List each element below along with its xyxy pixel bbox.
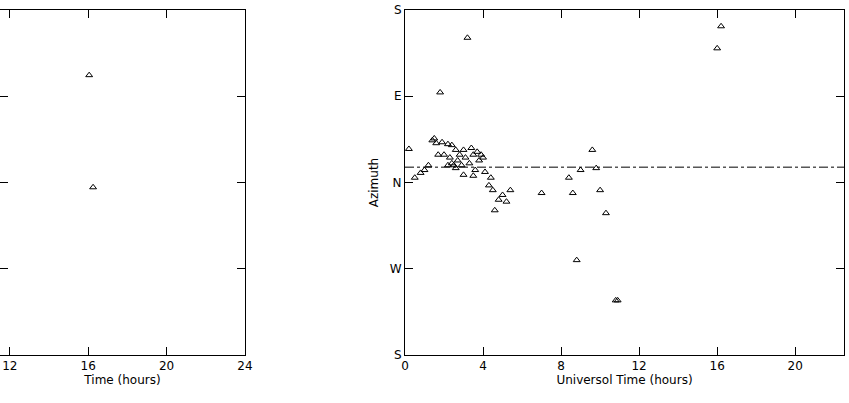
- svg-text:S: S: [394, 348, 402, 362]
- svg-text:S: S: [394, 3, 402, 17]
- svg-text:4: 4: [479, 359, 487, 373]
- svg-text:20: 20: [788, 359, 803, 373]
- svg-text:20: 20: [159, 359, 174, 373]
- svg-text:24: 24: [237, 359, 252, 373]
- svg-text:12: 12: [2, 359, 17, 373]
- svg-text:12: 12: [631, 359, 646, 373]
- svg-text:W: W: [390, 262, 402, 276]
- svg-text:Azimuth: Azimuth: [367, 158, 381, 207]
- svg-text:8: 8: [557, 359, 565, 373]
- svg-text:0: 0: [401, 359, 409, 373]
- svg-text:16: 16: [81, 359, 96, 373]
- svg-text:Time (hours): Time (hours): [83, 373, 160, 387]
- svg-text:N: N: [393, 176, 402, 190]
- svg-text:16: 16: [710, 359, 725, 373]
- svg-text:Universol Time (hours): Universol Time (hours): [556, 373, 692, 387]
- svg-text:E: E: [394, 89, 402, 103]
